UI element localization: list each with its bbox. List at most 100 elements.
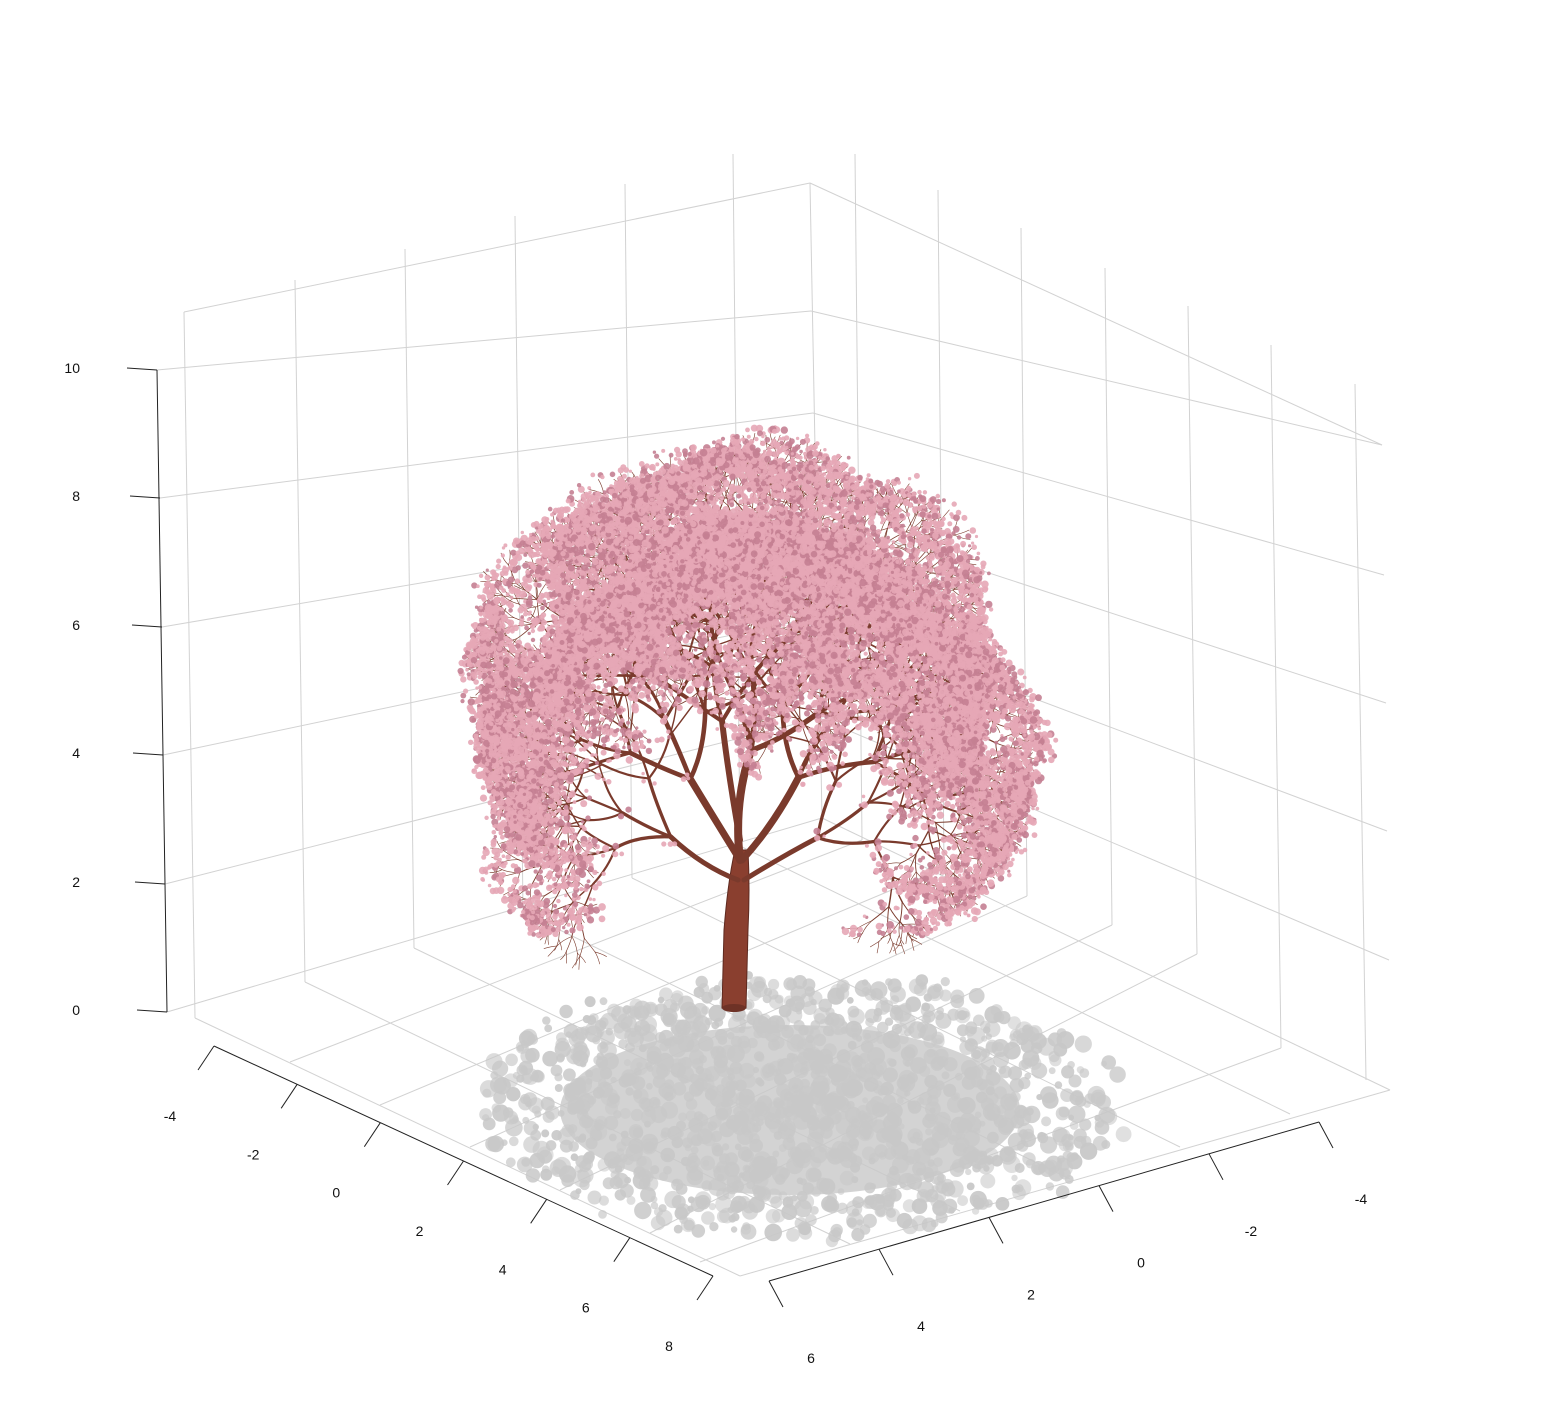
shadow-blob bbox=[542, 1016, 551, 1025]
shadow-blob bbox=[984, 1199, 993, 1208]
y-tick-label: 0 bbox=[1137, 1255, 1145, 1271]
shadow-blob bbox=[704, 1017, 713, 1026]
shadow-blob bbox=[663, 999, 678, 1014]
shadow-blob bbox=[1073, 1135, 1087, 1149]
shadow-blob bbox=[1101, 1055, 1117, 1070]
grid-line bbox=[194, 1017, 741, 1277]
shadow-blob bbox=[522, 1116, 530, 1124]
shadow-blob bbox=[966, 1182, 975, 1191]
shadow-blob bbox=[1037, 1037, 1056, 1056]
shadow-blob bbox=[485, 1053, 503, 1071]
shadow-blob bbox=[864, 988, 877, 1001]
shadow-blob bbox=[824, 1198, 840, 1213]
shadow-blob bbox=[1024, 1072, 1031, 1080]
grid-line bbox=[1270, 344, 1282, 1049]
shadow-blob bbox=[532, 1123, 539, 1131]
shadow-blob bbox=[639, 1024, 658, 1042]
shadow-blob bbox=[559, 1004, 573, 1019]
shadow-blob bbox=[1011, 1184, 1021, 1194]
grid-line bbox=[1354, 383, 1367, 1081]
shadow-blob bbox=[732, 1202, 744, 1213]
grid-line bbox=[183, 182, 811, 313]
shadow-blob bbox=[518, 1096, 533, 1111]
shadow-blob bbox=[683, 1219, 695, 1231]
shadow-blob bbox=[846, 1217, 858, 1228]
shadow-blob bbox=[611, 1006, 627, 1023]
shadow-blob bbox=[708, 1203, 717, 1211]
shadow-blob bbox=[940, 977, 950, 987]
shadow-blob bbox=[899, 1002, 912, 1015]
shadow-blob bbox=[1058, 1106, 1070, 1118]
shadow-blob bbox=[911, 1215, 928, 1232]
shadow-blob bbox=[931, 1031, 945, 1045]
shadow-blob bbox=[881, 1194, 895, 1208]
x-tick-label: 0 bbox=[332, 1185, 340, 1201]
shadow-blob bbox=[634, 1201, 652, 1220]
grid-line bbox=[1187, 305, 1198, 955]
shadow-blob bbox=[485, 1136, 501, 1152]
shadow-blob bbox=[794, 1001, 804, 1011]
shadow-blob bbox=[701, 991, 714, 1004]
z-tick bbox=[131, 624, 163, 628]
shadow-blob bbox=[948, 1207, 955, 1214]
shadow-blob bbox=[479, 1108, 492, 1121]
z-tick bbox=[126, 367, 158, 371]
y-tick bbox=[768, 1280, 784, 1308]
shadow-blob bbox=[919, 982, 927, 990]
shadow-blob bbox=[609, 1176, 623, 1190]
shadow-blob bbox=[1098, 1106, 1116, 1124]
shadow-blob bbox=[798, 1226, 813, 1240]
shadow-blob bbox=[1054, 1081, 1063, 1089]
shadow-blob bbox=[980, 1020, 991, 1031]
shadow-blob bbox=[846, 997, 854, 1004]
shadow-blob bbox=[664, 1190, 682, 1209]
shadow-blob bbox=[904, 1028, 912, 1037]
shadow-blob bbox=[936, 1006, 944, 1015]
shadow-blob bbox=[933, 983, 943, 993]
shadow-blob bbox=[599, 997, 608, 1006]
tree-shadow bbox=[479, 967, 1132, 1248]
shadow-blob bbox=[786, 1195, 793, 1202]
grid-line bbox=[183, 311, 196, 1019]
shadow-blob bbox=[793, 975, 807, 989]
shadow-blob bbox=[658, 1204, 667, 1213]
shadow-blob bbox=[762, 994, 772, 1004]
shadow-blob bbox=[1011, 1174, 1018, 1182]
shadow-blob bbox=[685, 1011, 704, 1030]
shadow-blob bbox=[862, 1213, 877, 1228]
shadow-blob bbox=[549, 1159, 568, 1177]
tree-branch bbox=[687, 709, 708, 782]
shadow-blob bbox=[922, 1010, 936, 1023]
shadow-blob bbox=[509, 1136, 519, 1147]
shadow-blob bbox=[825, 1234, 839, 1248]
shadow-blob bbox=[516, 1064, 528, 1077]
shadow-blob bbox=[554, 1073, 563, 1082]
shadow-blob bbox=[1019, 1129, 1028, 1139]
shadow-blob bbox=[981, 1035, 988, 1042]
shadow-blob bbox=[918, 1031, 925, 1038]
trunk-base bbox=[722, 1004, 746, 1012]
shadow-blob bbox=[899, 1013, 916, 1030]
shadow-blob bbox=[877, 1021, 889, 1034]
y-tick bbox=[1098, 1185, 1114, 1212]
grid-line bbox=[810, 310, 1383, 446]
shadow-blob bbox=[742, 1222, 751, 1231]
shadow-blob bbox=[957, 1195, 968, 1206]
shadow-blob bbox=[932, 1200, 948, 1216]
shadow-blob bbox=[1043, 1159, 1059, 1176]
z-tick-label: 4 bbox=[72, 745, 80, 761]
z-tick bbox=[132, 752, 164, 756]
x-tick bbox=[197, 1045, 215, 1071]
x-tick bbox=[530, 1199, 548, 1224]
x-tick-label: 4 bbox=[499, 1261, 507, 1277]
shadow-blob bbox=[650, 1201, 659, 1210]
shadow-blob bbox=[785, 998, 796, 1008]
shadow-blob bbox=[1040, 1086, 1058, 1104]
shadow-blob bbox=[794, 1199, 812, 1218]
shadow-blob bbox=[973, 1199, 985, 1210]
grid-line bbox=[739, 845, 1291, 1115]
shadow-blob bbox=[650, 1215, 666, 1231]
shadow-blob bbox=[1070, 1152, 1079, 1161]
shadow-blob bbox=[626, 1195, 636, 1205]
shadow-blob bbox=[993, 1011, 1005, 1023]
